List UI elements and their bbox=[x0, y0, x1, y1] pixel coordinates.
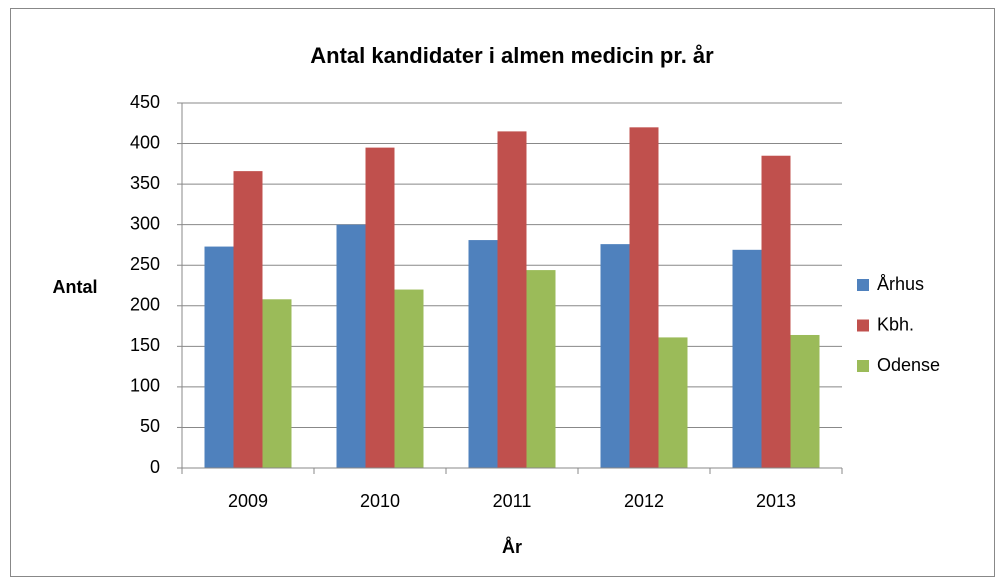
bar bbox=[233, 171, 263, 468]
y-tick-label: 300 bbox=[130, 213, 160, 233]
y-tick-label: 100 bbox=[130, 376, 160, 396]
bar bbox=[790, 334, 820, 468]
legend-label: Odense bbox=[877, 355, 940, 375]
bar bbox=[365, 147, 395, 468]
bar bbox=[658, 337, 688, 468]
legend-swatch bbox=[857, 360, 869, 372]
legend-label: Århus bbox=[877, 274, 924, 294]
legend-label: Kbh. bbox=[877, 314, 914, 334]
bar bbox=[468, 240, 498, 468]
legend-swatch bbox=[857, 319, 869, 332]
bar bbox=[336, 224, 366, 468]
bar bbox=[262, 299, 292, 468]
bar bbox=[629, 127, 659, 468]
x-tick-label: 2010 bbox=[360, 491, 400, 511]
bar bbox=[761, 155, 791, 468]
y-tick-label: 0 bbox=[150, 457, 160, 477]
bar bbox=[394, 289, 424, 468]
y-tick-label: 200 bbox=[130, 295, 160, 315]
y-tick-label: 150 bbox=[130, 335, 160, 355]
y-tick-label: 350 bbox=[130, 173, 160, 193]
bar bbox=[732, 249, 762, 468]
y-tick-label: 250 bbox=[130, 254, 160, 274]
y-tick-label: 400 bbox=[130, 132, 160, 152]
legend-swatch bbox=[857, 279, 869, 291]
y-tick-label: 450 bbox=[130, 92, 160, 112]
bar bbox=[526, 270, 556, 468]
y-axis-label: Antal bbox=[53, 277, 98, 297]
y-tick-label: 50 bbox=[140, 416, 160, 436]
x-tick-label: 2012 bbox=[624, 491, 664, 511]
x-tick-label: 2013 bbox=[756, 491, 796, 511]
bar bbox=[600, 244, 630, 468]
x-axis-label: År bbox=[502, 537, 522, 557]
x-tick-label: 2011 bbox=[493, 491, 532, 511]
chart-title: Antal kandidater i almen medicin pr. år bbox=[310, 43, 714, 68]
bar bbox=[204, 246, 234, 468]
bar bbox=[497, 131, 527, 468]
x-tick-label: 2009 bbox=[228, 491, 268, 511]
